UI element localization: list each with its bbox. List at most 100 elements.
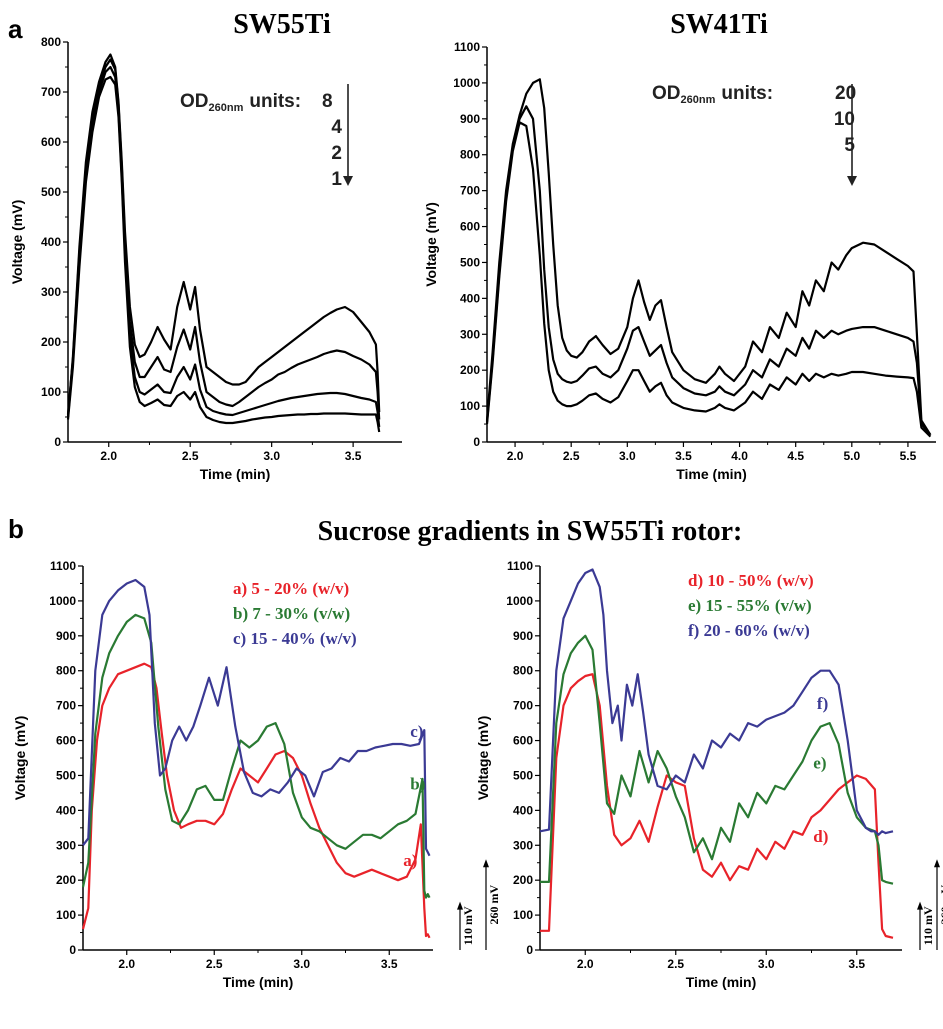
y-tick-label: 0 [526, 943, 533, 957]
series-line-e [540, 634, 894, 885]
curve-label: c) [410, 722, 423, 741]
legend-entry: f) 20 - 60% (w/v) [688, 621, 810, 640]
y-tick-label: 400 [460, 291, 480, 305]
chart-gradients-def: 0 100 200 300 400 500 600 700 800 900 1000 1100 2.0 2… [475, 559, 943, 990]
y-tick-label: 1100 [507, 559, 533, 573]
y-tick-label: 200 [513, 873, 533, 887]
x-tick-label: 2.0 [118, 957, 135, 971]
x-tick-label: 2.5 [667, 957, 684, 971]
axes: 0 100 200 300 400 500 600 700 800 900 1000 1100 2.0 2… [506, 559, 902, 971]
series-line-f [539, 568, 894, 836]
y-tick-label: 900 [56, 629, 76, 643]
y-tick-label: 200 [56, 873, 76, 887]
y-tick-label: 200 [41, 335, 61, 349]
y-tick-label: 700 [460, 184, 480, 198]
od-value: 20 [835, 83, 856, 104]
od-value: 2 [331, 143, 342, 164]
x-tick-label: 3.0 [293, 957, 310, 971]
y-axis-label: Voltage (mV) [12, 716, 28, 801]
panel-a-letter: a [8, 14, 23, 44]
y-tick-label: 800 [460, 148, 480, 162]
y-tick-label: 500 [460, 255, 480, 269]
od-value: 4 [331, 117, 342, 138]
x-tick-label: 5.0 [843, 449, 860, 463]
legend-entry: b) 7 - 30% (v/w) [233, 604, 350, 623]
legend-entry: c) 15 - 40% (w/v) [233, 629, 357, 648]
x-tick-label: 4.5 [787, 449, 804, 463]
x-axis-label: Time (min) [686, 974, 757, 990]
curve-label: a) [403, 851, 417, 870]
curve-label: b) [410, 774, 425, 793]
y-tick-label: 500 [56, 768, 76, 782]
y-tick-label: 400 [513, 803, 533, 817]
y-tick-label: 300 [460, 327, 480, 341]
y-tick-label: 1100 [50, 559, 76, 573]
y-tick-label: 700 [41, 85, 61, 99]
x-tick-label: 2.0 [577, 957, 594, 971]
x-tick-label: 4.0 [731, 449, 748, 463]
arrow-head-icon [847, 176, 857, 186]
y-tick-label: 800 [56, 664, 76, 678]
y-tick-label: 900 [513, 629, 533, 643]
y-tick-label: 600 [56, 734, 76, 748]
curve-label: e) [813, 753, 826, 772]
legend: a) 5 - 20% (w/v) b) 7 - 30% (v/w) c) 15 - … [233, 579, 357, 648]
curve-labels: f) e) d) [813, 694, 828, 846]
x-tick-label: 2.0 [507, 449, 524, 463]
y-tick-label: 1100 [454, 40, 480, 54]
od-value: 10 [834, 109, 855, 130]
x-tick-label: 3.0 [619, 449, 636, 463]
section-b-title: Sucrose gradients in SW55Ti rotor: [318, 516, 743, 547]
y-tick-label: 700 [513, 699, 533, 713]
series-line-1 [66, 75, 381, 433]
y-axis-label: Voltage (mV) [9, 200, 25, 285]
curve-label: f) [817, 694, 828, 713]
scale-bar-label: 260 mV [487, 884, 501, 924]
legend-entry: a) 5 - 20% (w/v) [233, 579, 349, 598]
x-axis-label: Time (min) [200, 466, 271, 482]
series-line-a [81, 662, 431, 939]
x-tick-label: 3.5 [848, 957, 865, 971]
od-value: 5 [844, 135, 855, 156]
scale-bar-label: 110 mV [921, 906, 935, 945]
y-tick-label: 900 [460, 112, 480, 126]
scale-bar-label: 260 mV [938, 884, 943, 924]
scale-bars: 110 mV 260 mV [457, 859, 501, 950]
series-line-5 [485, 121, 932, 438]
curve-labels: c) b) a) [403, 722, 425, 870]
axes: 0 100 200 300 400 500 600 700 800 2.0 2.5 3.0 3.5 [41, 35, 402, 463]
chart-sw55ti: 0 100 200 300 400 500 600 700 800 2.0 2.5 3.0 3.5 Tim… [9, 9, 402, 482]
x-tick-label: 2.5 [563, 449, 580, 463]
x-tick-label: 2.5 [206, 957, 223, 971]
x-tick-label: 5.5 [900, 449, 917, 463]
x-tick-label: 2.5 [182, 449, 199, 463]
chart-gradients-abc: 0 100 200 300 400 500 600 700 800 900 1000 1100 2.0 2… [12, 559, 501, 990]
y-tick-label: 700 [56, 699, 76, 713]
od-label: OD260nm units: [180, 91, 301, 114]
x-tick-label: 3.5 [381, 957, 398, 971]
axes: 0 100 200 300 400 500 600 700 800 900 1000 1100 2.0 2… [453, 40, 936, 463]
x-tick-label: 3.5 [675, 449, 692, 463]
x-axis-label: Time (min) [223, 974, 294, 990]
scale-bar-label: 110 mV [461, 906, 475, 945]
y-tick-label: 1000 [453, 76, 480, 90]
y-tick-label: 600 [513, 734, 533, 748]
x-tick-label: 3.0 [758, 957, 775, 971]
series-group [81, 578, 431, 939]
legend: d) 10 - 50% (w/v) e) 15 - 55% (v/w) f) 20 … [688, 571, 814, 640]
axes: 0 100 200 300 400 500 600 700 800 900 1000 1100 2.0 2… [49, 559, 433, 971]
panel-b-letter: b [8, 514, 24, 544]
scale-arrow-icon [457, 901, 463, 910]
y-tick-label: 0 [473, 435, 480, 449]
series-line-d [540, 673, 894, 939]
y-tick-label: 300 [56, 838, 76, 852]
y-tick-label: 100 [460, 399, 480, 413]
series-line-20 [485, 78, 932, 436]
x-tick-label: 2.0 [100, 449, 117, 463]
y-tick-label: 500 [513, 768, 533, 782]
od-value: 1 [331, 169, 342, 190]
y-tick-label: 300 [513, 838, 533, 852]
y-tick-label: 100 [41, 385, 61, 399]
